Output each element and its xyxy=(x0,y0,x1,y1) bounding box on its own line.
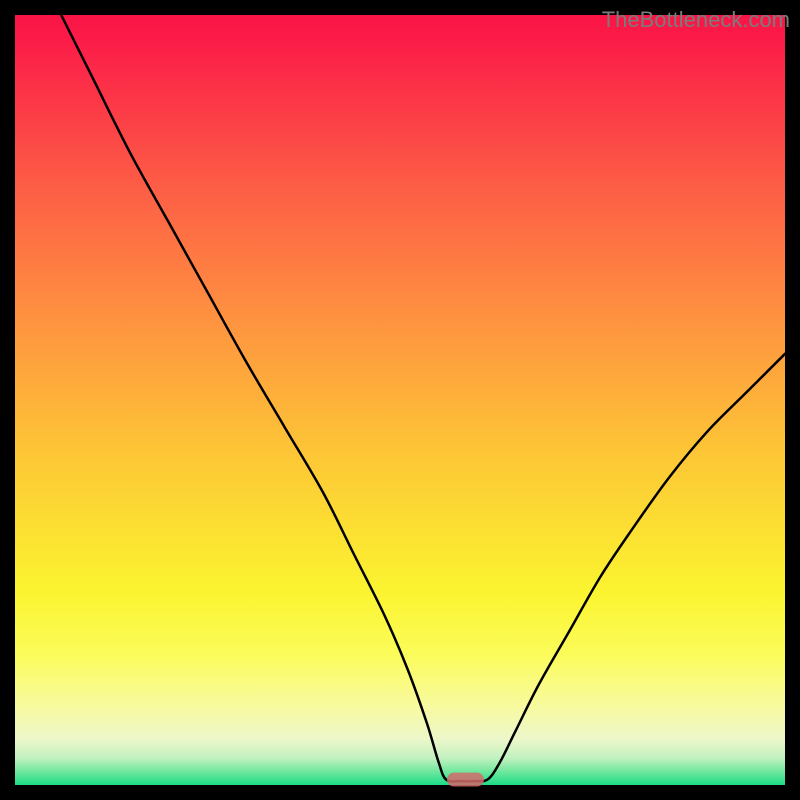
watermark-text: TheBottleneck.com xyxy=(602,7,790,32)
bottleneck-chart: TheBottleneck.com xyxy=(0,0,800,800)
minimum-marker xyxy=(447,773,484,787)
plot-area xyxy=(15,15,785,785)
